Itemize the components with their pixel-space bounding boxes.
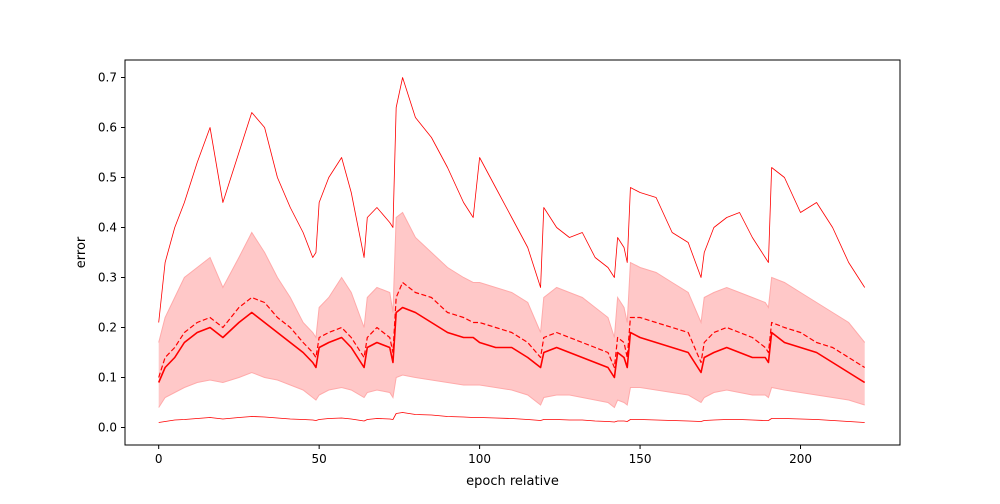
series-layer xyxy=(157,77,866,423)
y-axis-ticks: 0.0 0.1 0.2 0.3 0.4 0.5 0.6 0.7 xyxy=(98,71,125,435)
y-tick-label: 0.6 xyxy=(98,121,117,135)
y-tick-label: 0.0 xyxy=(98,421,117,435)
y-tick-label: 0.4 xyxy=(98,221,117,235)
y-tick-label: 0.2 xyxy=(98,321,117,335)
series-line-4 xyxy=(158,412,865,423)
y-tick-label: 0.1 xyxy=(98,371,117,385)
x-tick-label: 200 xyxy=(789,452,812,466)
x-tick-label: 100 xyxy=(468,452,491,466)
series-line-1 xyxy=(158,281,866,378)
axes-frame xyxy=(124,59,901,446)
y-axis-label: error xyxy=(74,236,89,268)
series-line-2 xyxy=(157,306,866,384)
x-tick-label: 0 xyxy=(155,452,163,466)
y-tick-label: 0.5 xyxy=(98,171,117,185)
x-tick-label: 150 xyxy=(629,452,652,466)
x-axis-label: epoch relative xyxy=(466,474,559,489)
band-upper-edge xyxy=(158,211,866,343)
y-tick-label: 0.7 xyxy=(98,71,117,85)
series-line-3 xyxy=(158,77,866,323)
band-fill xyxy=(158,212,865,408)
band-lower-edge xyxy=(158,371,865,409)
y-tick-label: 0.3 xyxy=(98,271,117,285)
x-tick-label: 50 xyxy=(312,452,327,466)
x-axis-ticks: 0 50 100 150 200 xyxy=(155,445,812,466)
band-layer xyxy=(158,211,866,409)
